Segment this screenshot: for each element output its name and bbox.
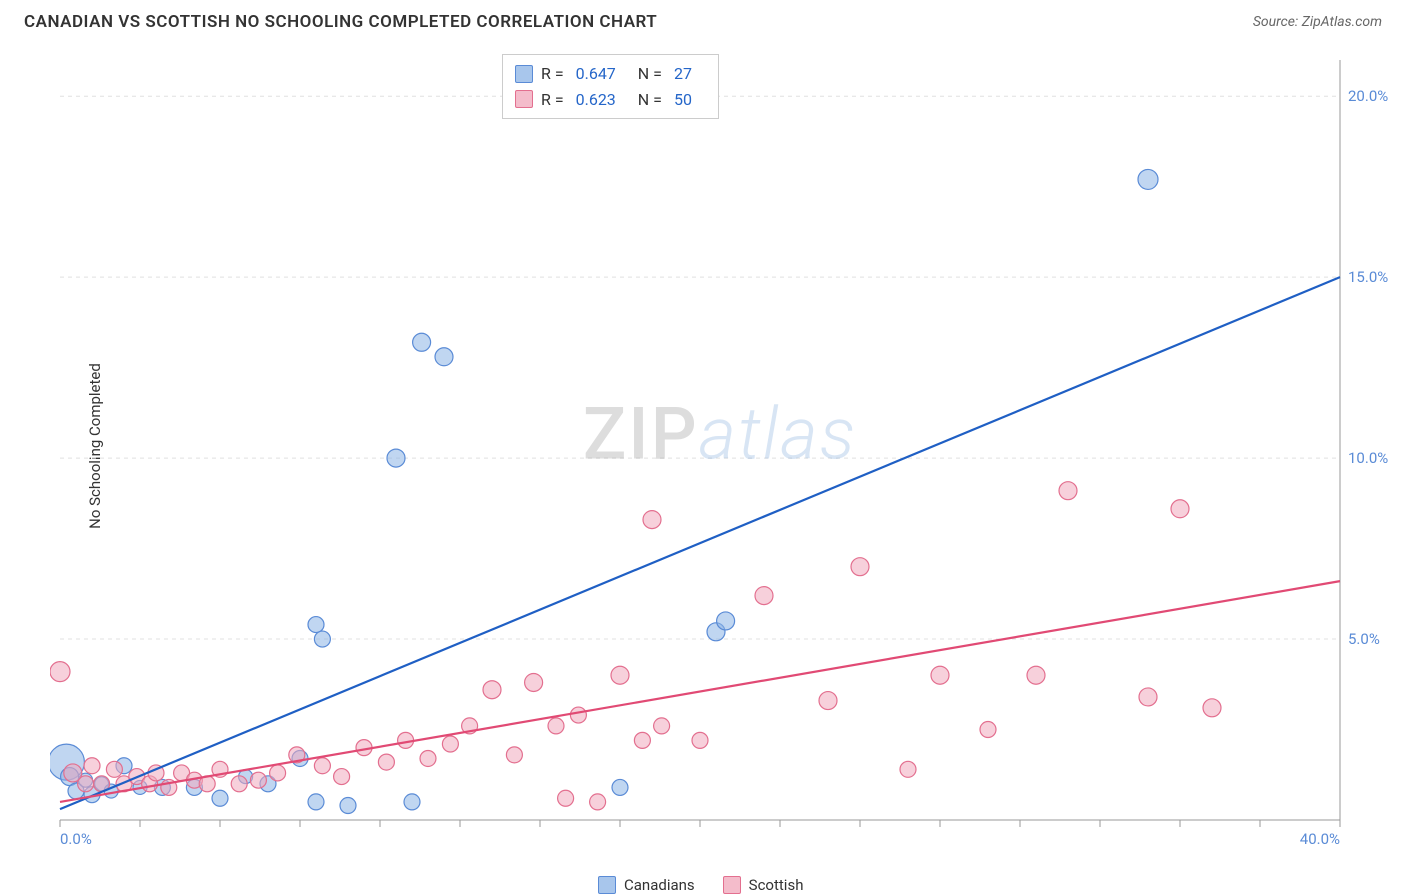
legend-swatch: [598, 876, 616, 894]
r-label: R =: [541, 61, 564, 87]
legend-swatch: [723, 876, 741, 894]
n-value: 27: [674, 61, 692, 87]
legend-item: Canadians: [598, 876, 695, 894]
legend-label: Scottish: [749, 876, 804, 894]
svg-text:0.0%: 0.0%: [60, 830, 92, 848]
scatter-chart: 5.0% 10.0% 15.0% 20.0% 0.0% 40.0%: [50, 50, 1390, 850]
svg-text:40.0%: 40.0%: [1300, 830, 1340, 848]
svg-text:10.0%: 10.0%: [1348, 449, 1388, 467]
svg-text:5.0%: 5.0%: [1348, 630, 1380, 648]
series-legend: Canadians Scottish: [598, 876, 803, 894]
r-value: 0.647: [576, 61, 616, 87]
svg-text:20.0%: 20.0%: [1348, 87, 1388, 105]
stats-row: R = 0.647 N = 27: [515, 61, 706, 87]
n-label: N =: [638, 87, 662, 113]
r-label: R =: [541, 87, 564, 113]
r-value: 0.623: [576, 87, 616, 113]
chart-title: CANADIAN VS SCOTTISH NO SCHOOLING COMPLE…: [24, 12, 657, 32]
series-swatch: [515, 65, 533, 83]
stats-row: R = 0.623 N = 50: [515, 87, 706, 113]
svg-text:15.0%: 15.0%: [1348, 268, 1388, 286]
legend-label: Canadians: [624, 876, 695, 894]
chart-header: CANADIAN VS SCOTTISH NO SCHOOLING COMPLE…: [0, 0, 1406, 40]
n-value: 50: [674, 87, 692, 113]
correlation-stats-box: R = 0.647 N = 27 R = 0.623 N = 50: [502, 54, 719, 119]
chart-container: 5.0%10.0%15.0%20.0%0.0%40.0% ZIPatlas R …: [50, 50, 1390, 850]
legend-item: Scottish: [723, 876, 804, 894]
chart-source: Source: ZipAtlas.com: [1253, 14, 1382, 30]
n-label: N =: [638, 61, 662, 87]
series-swatch: [515, 90, 533, 108]
